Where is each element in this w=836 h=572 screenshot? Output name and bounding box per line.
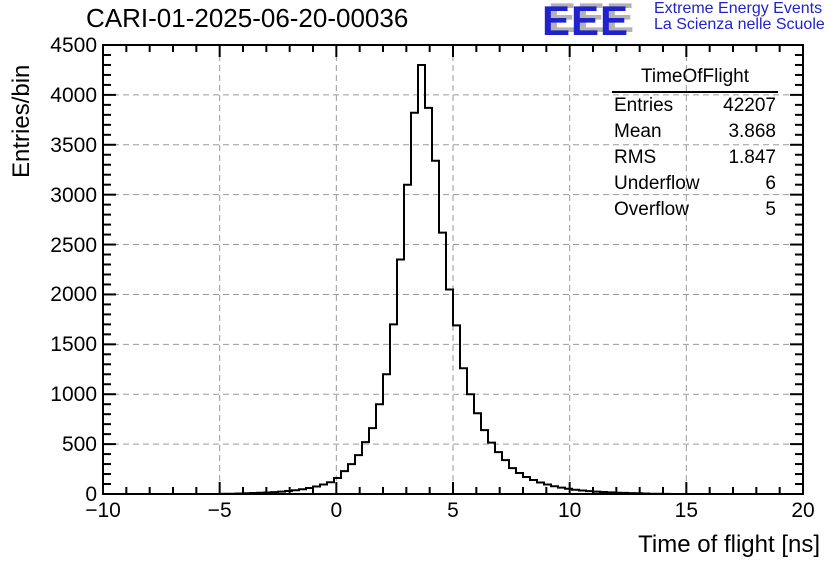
x-tick-label: 20 [791, 499, 815, 522]
logo-line-1: Extreme Energy Events [654, 0, 823, 17]
x-tick-label: 15 [674, 499, 699, 522]
stats-row: Mean 3.868 [612, 119, 778, 145]
stats-row: RMS 1.847 [612, 145, 778, 171]
stats-value: 1.847 [728, 147, 776, 168]
stats-label: Mean [614, 121, 662, 142]
y-axis-title: Entries/bin [8, 64, 35, 178]
plot-title: CARI-01-2025-06-20-00036 [86, 3, 409, 33]
stats-value: 5 [765, 199, 776, 220]
logo-line-2: La Scienza nelle Scuole [654, 16, 825, 33]
eee-logo-lines: Extreme Energy Events La Scienza nelle S… [654, 1, 825, 33]
stats-label: Entries [614, 95, 674, 116]
y-tick-label: 3000 [50, 183, 97, 207]
stats-label: Underflow [614, 173, 700, 194]
x-tick-label: 0 [330, 499, 343, 522]
x-tick-label: −10 [85, 499, 121, 522]
stats-row: Underflow 6 [612, 171, 778, 197]
y-tick-label: 1500 [50, 333, 97, 357]
stats-value: 42207 [723, 95, 776, 116]
histogram-line [103, 64, 803, 495]
y-tick-label: 500 [61, 433, 97, 457]
stats-row: Overflow 5 [612, 197, 778, 223]
x-tick-label: 5 [447, 499, 459, 522]
x-tick-label: −5 [207, 499, 232, 522]
stats-label: RMS [614, 147, 657, 168]
stats-value: 3.868 [728, 121, 776, 142]
y-tick-label: 3500 [50, 133, 97, 157]
stats-title: TimeOfFlight [612, 64, 778, 93]
y-tick-label: 4500 [50, 34, 97, 57]
x-axis-title: Time of flight [ns] [638, 531, 820, 558]
y-tick-label: 0 [85, 483, 97, 506]
y-tick-label: 2500 [50, 233, 97, 257]
stats-box: TimeOfFlight Entries 42207 Mean 3.868 RM… [612, 64, 778, 223]
y-tick-label: 4000 [50, 83, 97, 107]
stats-label: Overflow [614, 199, 689, 220]
stats-value: 6 [765, 173, 776, 194]
stats-row: Entries 42207 [612, 93, 778, 119]
eee-logo-text: EEE [542, 0, 630, 44]
x-tick-label: 10 [557, 499, 582, 522]
y-tick-label: 1000 [50, 383, 97, 407]
y-tick-label: 2000 [50, 283, 97, 307]
